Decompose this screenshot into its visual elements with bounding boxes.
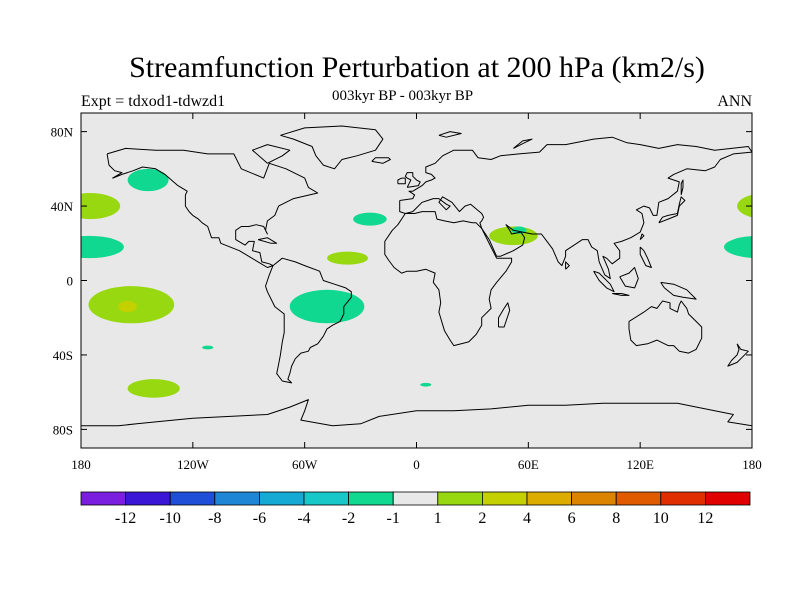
y-tick-label: 40N xyxy=(51,199,74,214)
x-tick-label: 120W xyxy=(177,457,210,472)
anomaly-south-pacific-small-negative xyxy=(202,345,214,350)
coastline-java xyxy=(612,293,630,296)
colorbar-swatch xyxy=(437,491,483,506)
colorbar-swatch xyxy=(258,491,305,506)
coastline-baffin-island xyxy=(252,144,291,164)
coastline-japan xyxy=(658,196,686,224)
coastline-sumatra xyxy=(593,270,615,293)
coastline-sri-lanka xyxy=(565,261,570,270)
anomaly-dateline-east-negative xyxy=(724,236,752,258)
coastline-novaya-zemlya xyxy=(513,138,533,149)
season-label: ANN xyxy=(717,93,752,110)
y-tick-label: 0 xyxy=(67,274,74,289)
coastline-madagascar xyxy=(498,302,511,328)
colorbar-swatch xyxy=(615,491,662,506)
coastline-layer xyxy=(81,125,752,427)
coastline-antarctica xyxy=(81,399,752,427)
anomaly-north-atlantic-negative xyxy=(353,212,387,226)
coastline-new-guinea xyxy=(660,281,697,300)
coastline-sakhalin xyxy=(680,179,684,196)
coastline-svalbard xyxy=(438,131,462,138)
x-tick-label: 60W xyxy=(292,457,318,472)
coastline-eurasia xyxy=(399,136,752,280)
colorbar-label: 2 xyxy=(478,510,486,527)
coastline-australia xyxy=(628,300,703,354)
anomaly-layer xyxy=(81,168,752,398)
colorbar-swatch xyxy=(571,491,617,506)
colorbar-swatch xyxy=(125,491,171,506)
anomaly-southern-ocean-positive xyxy=(127,379,180,398)
colorbar-label: -4 xyxy=(297,510,310,527)
colorbar-label: -10 xyxy=(160,510,181,527)
colorbar-label: -8 xyxy=(208,510,221,527)
chart-title: Streamfunction Perturbation at 200 hPa (… xyxy=(129,51,705,84)
anomaly-southern-ocean-small-negative xyxy=(420,382,432,387)
coastline-philippines xyxy=(639,246,652,268)
map-ocean-background xyxy=(81,113,752,448)
colorbar-swatch xyxy=(705,491,751,506)
colorbar-swatch xyxy=(303,491,349,506)
coastline-africa xyxy=(384,211,513,347)
experiment-label: Expt = tdxod1-tdwzd1 xyxy=(81,93,226,110)
coastline-greenland xyxy=(280,125,384,170)
coastline-south-america xyxy=(265,257,352,384)
colorbar-swatch xyxy=(214,491,260,506)
anomaly-east-pacific-negative xyxy=(81,235,124,259)
coastline-borneo xyxy=(619,267,639,289)
colorbar-label: -1 xyxy=(387,510,400,527)
colorbar-label: 12 xyxy=(697,510,713,527)
colorbar-swatch xyxy=(348,491,394,506)
colorbar-label: -12 xyxy=(115,510,136,527)
anomaly-central-atlantic-positive xyxy=(327,251,369,265)
colorbar-label: 4 xyxy=(523,510,531,527)
x-tick-label: 120E xyxy=(626,457,654,472)
coastline-great-britain xyxy=(404,172,421,188)
x-axis: 180 120W 60W 0 60E 120E 180 xyxy=(71,113,762,472)
colorbar-swatch xyxy=(80,491,126,506)
colorbar: -12 -10 -8 -6 -4 -2 -1 1 2 4 6 8 10 12 xyxy=(80,491,751,527)
colorbar-swatch xyxy=(481,491,528,506)
y-axis: 80N 40N 0 40S 80S xyxy=(51,125,752,437)
chart-subtitle: 003kyr BP - 003kyr BP xyxy=(332,88,474,104)
y-tick-label: 80S xyxy=(53,422,73,437)
y-tick-label: 40S xyxy=(53,348,73,363)
colorbar-label: 10 xyxy=(653,510,669,527)
colorbar-label: 8 xyxy=(612,510,620,527)
anomaly-south-atlantic-negative xyxy=(289,289,365,324)
coastline-ireland xyxy=(397,177,406,185)
colorbar-swatch xyxy=(660,491,706,506)
coastline-iceland xyxy=(371,157,391,164)
coastline-new-zealand xyxy=(727,343,749,367)
anomaly-south-pacific-core xyxy=(118,300,137,313)
colorbar-swatch xyxy=(392,491,439,506)
colorbar-swatch xyxy=(526,491,572,506)
y-tick-label: 80N xyxy=(51,125,74,140)
anomaly-northeast-pacific-positive xyxy=(81,193,121,220)
x-tick-label: 180 xyxy=(71,457,91,472)
colorbar-label: 6 xyxy=(568,510,576,527)
colorbar-label: 1 xyxy=(434,510,442,527)
coastline-cuba xyxy=(257,237,278,244)
x-tick-label: 60E xyxy=(518,457,539,472)
x-tick-label: 180 xyxy=(742,457,762,472)
anomaly-north-pacific-negative xyxy=(127,168,169,192)
coastline-taiwan xyxy=(639,233,645,240)
anomaly-dateline-northeast-positive xyxy=(737,194,752,218)
colorbar-swatch xyxy=(169,491,216,506)
colorbar-label: -6 xyxy=(253,510,266,527)
x-tick-label: 0 xyxy=(413,457,420,472)
coastline-north-america xyxy=(106,147,319,268)
colorbar-label: -2 xyxy=(342,510,355,527)
